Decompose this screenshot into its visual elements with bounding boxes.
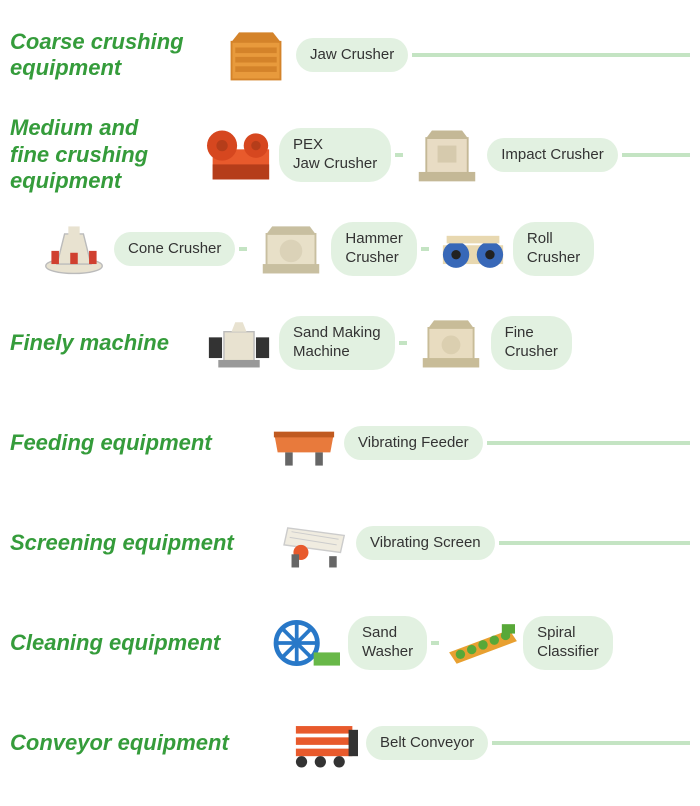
spiral-classifier-icon	[439, 609, 527, 677]
items-container: Sand Washer Spiral Classifier	[264, 609, 690, 677]
category-title: Coarse crushingequipment	[10, 29, 212, 82]
category-title: Feeding equipment	[10, 430, 260, 456]
connector-icon	[239, 247, 247, 251]
connector-icon	[492, 741, 690, 745]
category-title: Screening equipment	[10, 530, 272, 556]
roll-crusher-icon	[429, 215, 517, 283]
connector-icon	[487, 441, 690, 445]
connector-icon	[412, 53, 690, 57]
equipment-item: PEX Jaw Crusher	[195, 121, 391, 189]
items-container: Jaw Crusher	[212, 21, 690, 89]
category-row: Medium andfine crushingequipment PEX Jaw…	[10, 115, 690, 195]
items-container: Sand Making Machine Fine Crusher	[195, 309, 690, 377]
items-container: Belt Conveyor	[282, 709, 690, 777]
equipment-label: PEX Jaw Crusher	[279, 128, 391, 182]
hammer-crusher-icon	[247, 215, 335, 283]
equipment-label: Sand Washer	[348, 616, 427, 670]
equipment-item: Roll Crusher	[429, 215, 594, 283]
category-row: Screening equipment Vibrating Screen	[10, 503, 690, 583]
equipment-label: Fine Crusher	[491, 316, 572, 370]
equipment-label: Vibrating Screen	[356, 526, 495, 561]
sand-washer-icon	[264, 609, 352, 677]
category-row-continuation: Cone Crusher Hammer Crusher Roll Crusher	[10, 215, 690, 283]
equipment-label: Belt Conveyor	[366, 726, 488, 761]
equipment-item: Sand Making Machine	[195, 309, 395, 377]
connector-icon	[399, 341, 407, 345]
impact-crusher-icon	[403, 121, 491, 189]
equipment-item: Vibrating Feeder	[260, 409, 483, 477]
equipment-item: Vibrating Screen	[272, 509, 495, 577]
category-row: Feeding equipment Vibrating Feeder	[10, 403, 690, 483]
category-row: Cleaning equipment Sand Washer Spiral Cl…	[10, 603, 690, 683]
category-title: Finely machine	[10, 330, 195, 356]
vibrating-screen-icon	[272, 509, 360, 577]
equipment-item: Jaw Crusher	[212, 21, 408, 89]
connector-icon	[421, 247, 429, 251]
equipment-label: Hammer Crusher	[331, 222, 417, 276]
category-title: Conveyor equipment	[10, 730, 282, 756]
equipment-label: Cone Crusher	[114, 232, 235, 267]
equipment-item: Hammer Crusher	[247, 215, 417, 283]
equipment-item: Sand Washer	[264, 609, 427, 677]
connector-icon	[622, 153, 690, 157]
equipment-item: Spiral Classifier	[439, 609, 613, 677]
equipment-label: Jaw Crusher	[296, 38, 408, 73]
equipment-item: Belt Conveyor	[282, 709, 488, 777]
vibrating-feeder-icon	[260, 409, 348, 477]
belt-conveyor-icon	[282, 709, 370, 777]
category-row: Coarse crushingequipment Jaw Crusher	[10, 15, 690, 95]
connector-icon	[431, 641, 439, 645]
fine-crusher-icon	[407, 309, 495, 377]
cone-crusher-icon	[30, 215, 118, 283]
equipment-label: Vibrating Feeder	[344, 426, 483, 461]
equipment-label: Impact Crusher	[487, 138, 618, 173]
items-container: PEX Jaw Crusher Impact Crusher	[195, 121, 690, 189]
connector-icon	[395, 153, 403, 157]
jaw-crusher-icon	[212, 21, 300, 89]
connector-icon	[499, 541, 690, 545]
equipment-item: Fine Crusher	[407, 309, 572, 377]
items-container: Vibrating Feeder	[260, 409, 690, 477]
equipment-label: Roll Crusher	[513, 222, 594, 276]
equipment-label: Spiral Classifier	[523, 616, 613, 670]
items-container: Vibrating Screen	[272, 509, 690, 577]
equipment-item: Cone Crusher	[30, 215, 235, 283]
equipment-item: Impact Crusher	[403, 121, 618, 189]
pex-jaw-icon	[195, 121, 283, 189]
equipment-label: Sand Making Machine	[279, 316, 395, 370]
sand-making-icon	[195, 309, 283, 377]
category-row: Conveyor equipment Belt Conveyor	[10, 703, 690, 783]
category-row: Finely machine Sand Making Machine Fine …	[10, 303, 690, 383]
category-title: Cleaning equipment	[10, 630, 264, 656]
category-title: Medium andfine crushingequipment	[10, 115, 195, 194]
